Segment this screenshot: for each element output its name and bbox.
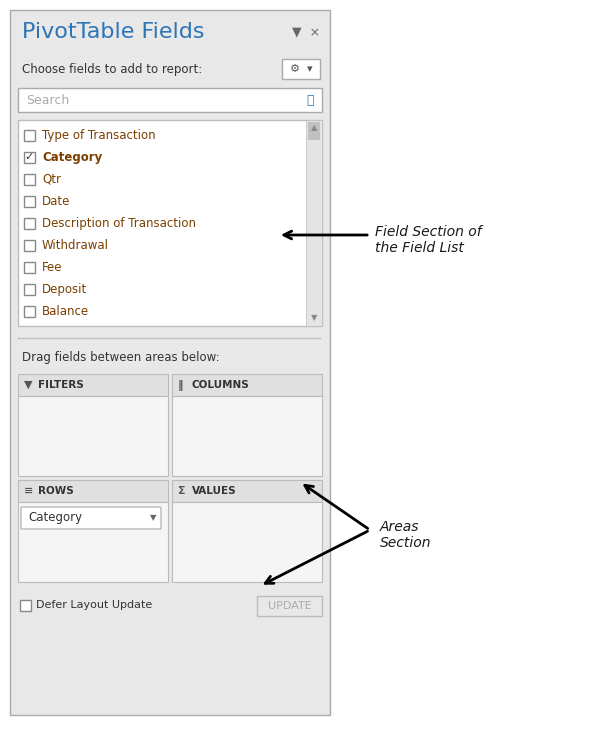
Text: ROWS: ROWS xyxy=(38,486,74,496)
Text: ▼: ▼ xyxy=(311,314,317,323)
FancyBboxPatch shape xyxy=(18,374,168,396)
Text: UPDATE: UPDATE xyxy=(268,601,312,611)
Text: Drag fields between areas below:: Drag fields between areas below: xyxy=(22,351,219,363)
Text: ✓: ✓ xyxy=(25,152,34,162)
FancyBboxPatch shape xyxy=(172,502,322,582)
FancyBboxPatch shape xyxy=(18,502,168,582)
Text: 🔍: 🔍 xyxy=(306,93,314,107)
Text: ≡: ≡ xyxy=(24,486,34,496)
FancyBboxPatch shape xyxy=(308,122,320,140)
Text: ▼  ×: ▼ × xyxy=(292,25,320,38)
FancyBboxPatch shape xyxy=(257,596,322,616)
Text: COLUMNS: COLUMNS xyxy=(192,380,250,390)
Text: Defer Layout Update: Defer Layout Update xyxy=(36,600,152,610)
Text: VALUES: VALUES xyxy=(192,486,237,496)
Text: ▼: ▼ xyxy=(149,514,156,522)
Text: Category: Category xyxy=(42,150,102,164)
Text: PivotTable Fields: PivotTable Fields xyxy=(22,22,205,42)
FancyBboxPatch shape xyxy=(20,600,31,611)
Text: Σ: Σ xyxy=(178,486,186,496)
FancyBboxPatch shape xyxy=(282,59,320,79)
Text: ▲: ▲ xyxy=(311,124,317,132)
Text: Date: Date xyxy=(42,195,70,207)
FancyBboxPatch shape xyxy=(21,507,161,529)
Text: Type of Transaction: Type of Transaction xyxy=(42,129,156,141)
Text: Search: Search xyxy=(26,93,69,107)
FancyBboxPatch shape xyxy=(172,480,322,502)
FancyBboxPatch shape xyxy=(24,306,35,317)
Text: Qtr: Qtr xyxy=(42,172,61,186)
Text: Choose fields to add to report:: Choose fields to add to report: xyxy=(22,62,202,75)
FancyBboxPatch shape xyxy=(18,396,168,476)
Text: Deposit: Deposit xyxy=(42,283,87,295)
FancyBboxPatch shape xyxy=(24,261,35,272)
FancyBboxPatch shape xyxy=(18,120,322,326)
FancyBboxPatch shape xyxy=(10,10,330,715)
FancyBboxPatch shape xyxy=(24,152,35,163)
FancyBboxPatch shape xyxy=(18,480,168,502)
Text: Fee: Fee xyxy=(42,260,63,274)
FancyBboxPatch shape xyxy=(172,374,322,396)
FancyBboxPatch shape xyxy=(24,283,35,295)
Text: Areas
Section: Areas Section xyxy=(380,520,431,551)
Text: Balance: Balance xyxy=(42,304,89,317)
Text: Field Section of
the Field List: Field Section of the Field List xyxy=(375,225,481,255)
Text: ⚙  ▾: ⚙ ▾ xyxy=(290,64,312,74)
FancyBboxPatch shape xyxy=(24,130,35,141)
FancyBboxPatch shape xyxy=(172,396,322,476)
FancyBboxPatch shape xyxy=(306,120,322,326)
Text: Description of Transaction: Description of Transaction xyxy=(42,217,196,229)
Text: ‖: ‖ xyxy=(178,380,183,391)
Text: Withdrawal: Withdrawal xyxy=(42,238,109,252)
FancyBboxPatch shape xyxy=(24,240,35,251)
FancyBboxPatch shape xyxy=(24,173,35,184)
FancyBboxPatch shape xyxy=(24,218,35,229)
FancyBboxPatch shape xyxy=(18,88,322,112)
Text: ▼: ▼ xyxy=(24,380,32,390)
FancyBboxPatch shape xyxy=(24,195,35,206)
Text: FILTERS: FILTERS xyxy=(38,380,84,390)
Text: Category: Category xyxy=(28,511,82,525)
